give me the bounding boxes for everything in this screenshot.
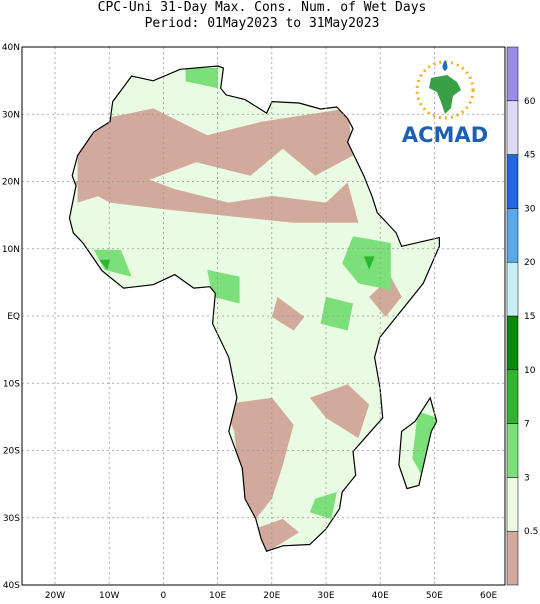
- map-area: [68, 65, 440, 552]
- rain-patch: [412, 411, 437, 479]
- lat-label: 20N: [2, 178, 20, 188]
- colorbar-segment: [506, 315, 519, 371]
- rain-patch: [320, 296, 353, 331]
- lat-label: EQ: [7, 312, 20, 322]
- colorbar: 0.5 3 7 10 15 20 30 45 60: [506, 46, 538, 586]
- lat-label: 20S: [3, 447, 20, 457]
- colorbar-label: 15: [524, 312, 535, 322]
- rain-patch: [309, 384, 370, 439]
- coastline: [68, 65, 440, 552]
- colorbar-segment: [506, 369, 519, 424]
- title-line1: CPC-Uni 31-Day Max. Cons. Num. of Wet Da…: [98, 0, 427, 15]
- colorbar-label: 30: [524, 204, 536, 214]
- colorbar-label: 60: [524, 97, 536, 107]
- lon-label: 20W: [45, 591, 65, 600]
- colorbar-segment: [506, 154, 519, 209]
- rain-patch: [185, 68, 218, 89]
- lon-label: 50E: [426, 591, 443, 600]
- lat-label: 10S: [3, 379, 20, 389]
- lat-label: 30N: [2, 110, 20, 120]
- colorbar-segment: [506, 208, 519, 263]
- colorbar-label: 7: [524, 420, 530, 430]
- lat-label: 30S: [3, 514, 20, 524]
- rain-patch: [93, 249, 132, 277]
- map-border: [21, 46, 506, 586]
- rain-patch: [272, 296, 305, 331]
- rain-patch: [369, 276, 402, 317]
- colorbar-label: 45: [524, 151, 535, 161]
- title-line2: Period: 01May2023 to 31May2023: [145, 16, 380, 31]
- colorbar-label: 0.5: [524, 527, 538, 537]
- colorbar-segment: [506, 530, 519, 586]
- colorbar-label: 3: [524, 473, 530, 483]
- graticule: 40N 30N 20N 10N EQ 10S 20S 30S 40S 20W 10W 0 10E 20E 3…: [2, 43, 505, 601]
- colorbar-segment: [506, 100, 519, 155]
- colorbar-label: 20: [524, 258, 536, 268]
- lon-label: 40E: [372, 591, 389, 600]
- rain-patch: [363, 256, 375, 270]
- lon-label: 10W: [99, 591, 119, 600]
- rain-patch: [99, 259, 110, 270]
- rain-patch: [72, 168, 359, 223]
- lat-label: 40S: [3, 581, 20, 591]
- lon-label: 30E: [317, 591, 334, 600]
- rain-patch: [309, 492, 337, 519]
- lat-label: 10N: [2, 245, 20, 255]
- lon-label: 0: [161, 591, 167, 600]
- lon-label: 60E: [480, 591, 497, 600]
- colorbar-segment: [506, 423, 519, 478]
- lat-label: 40N: [2, 43, 20, 53]
- colorbar-label: 10: [524, 366, 536, 376]
- rain-patch: [223, 397, 294, 519]
- logo: ACMAD: [402, 60, 488, 147]
- logo-text: ACMAD: [402, 123, 488, 147]
- lon-label: 10E: [209, 591, 226, 600]
- lon-label: 20E: [263, 591, 280, 600]
- colorbar-segment: [506, 477, 519, 532]
- colorbar-segment: [506, 261, 519, 317]
- precip-patches: [72, 68, 437, 552]
- colorbar-segment: [506, 46, 519, 102]
